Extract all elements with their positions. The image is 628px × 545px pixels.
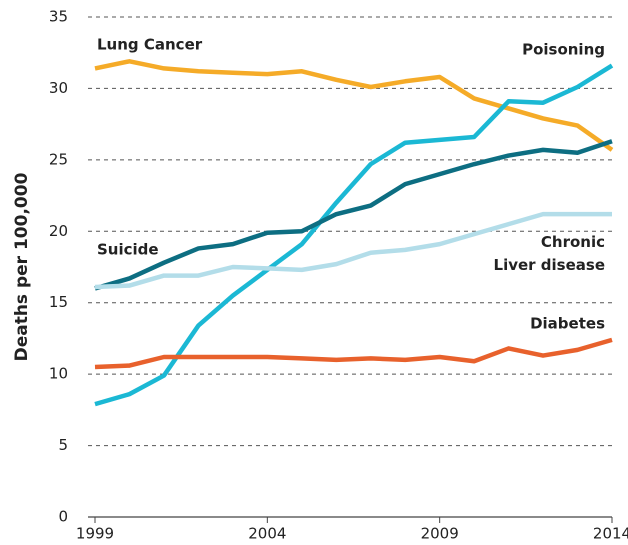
x-tick-label: 2009 (421, 525, 459, 543)
y-tick-label: 20 (49, 222, 68, 240)
series-line (94, 211, 612, 290)
series-label: Diabetes (530, 315, 605, 333)
series-label: Suicide (97, 241, 159, 259)
y-axis-title: Deaths per 100,000 (12, 172, 32, 361)
y-tick-label: 5 (58, 436, 68, 454)
x-tick-label: 2014 (593, 525, 628, 543)
series-line (94, 337, 613, 370)
series-line (94, 139, 613, 291)
y-tick-label: 25 (49, 150, 68, 168)
y-tick-label: 35 (49, 8, 68, 26)
series-label: Chronic Liver disease (494, 233, 605, 274)
y-tick-label: 30 (49, 79, 68, 97)
series-line (94, 59, 614, 152)
x-tick-label: 1999 (76, 525, 114, 543)
y-tick-label: 10 (49, 365, 68, 383)
series-label: Poisoning (522, 41, 605, 59)
y-tick-label: 0 (58, 508, 68, 526)
x-tick-label: 2004 (248, 525, 286, 543)
series-label: Lung Cancer (97, 36, 203, 54)
series-line (94, 63, 614, 407)
y-tick-label: 15 (49, 293, 68, 311)
